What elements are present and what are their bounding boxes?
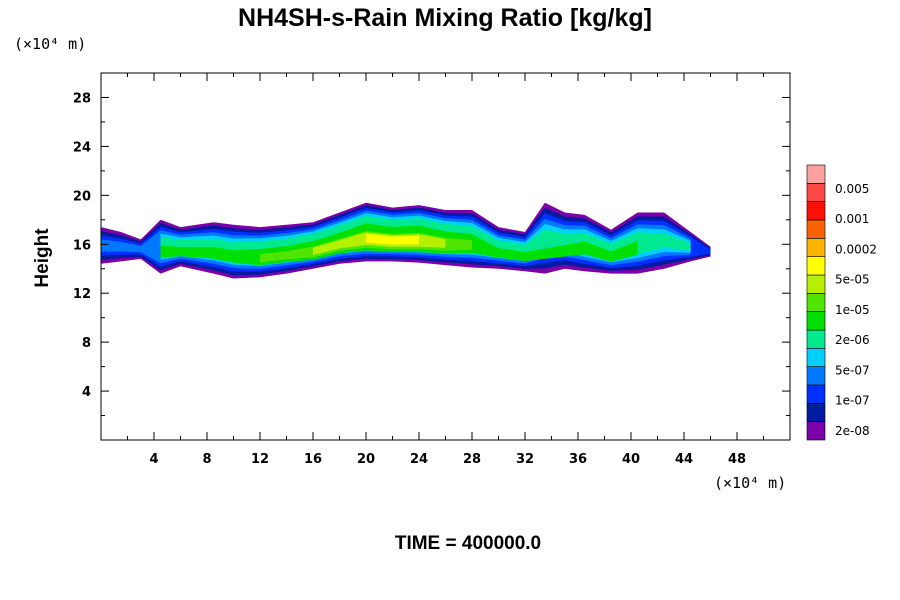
y-tick-label: 20: [73, 189, 91, 204]
x-tick-label: 4: [149, 452, 158, 467]
colorbar-swatch: [806, 164, 826, 184]
x-axis-unit: (×10⁴ m): [714, 474, 786, 492]
colorbar-label: 5e-07: [835, 363, 870, 377]
colorbar-swatch: [806, 384, 826, 404]
chart-title: NH4SH-s-Rain Mixing Ratio [kg/kg]: [238, 4, 652, 32]
colorbar-swatch: [806, 421, 826, 441]
time-label: TIME = 400000.0: [395, 533, 541, 554]
colorbar-swatch: [806, 403, 826, 422]
colorbar-label: 0.0002: [835, 242, 877, 256]
colorbar-swatch: [806, 311, 826, 331]
x-tick-label: 48: [728, 452, 746, 467]
x-tick-label: 28: [463, 452, 481, 467]
x-tick-label: 24: [410, 452, 428, 467]
plot-area: [100, 72, 791, 441]
colorbar-swatch: [806, 366, 826, 386]
colorbar-swatch: [806, 348, 826, 367]
y-tick-label: 8: [82, 336, 91, 351]
colorbar-label: 1e-05: [835, 303, 870, 317]
y-axis-unit: (×10⁴ m): [14, 35, 86, 53]
colorbar-swatch: [806, 256, 826, 276]
colorbar-swatch: [806, 201, 826, 221]
colorbar-swatch: [806, 219, 826, 239]
y-axis-label: Height: [32, 228, 53, 288]
x-tick-label: 40: [622, 452, 640, 467]
colorbar-swatch: [806, 274, 826, 294]
colorbar-swatch: [806, 293, 826, 312]
colorbar-label: 0.005: [835, 182, 869, 196]
colorbar-label: 2e-06: [835, 333, 870, 347]
contour-band-9-0: [366, 233, 419, 245]
x-tick-label: 44: [675, 452, 693, 467]
colorbar-label: 1e-07: [835, 394, 870, 408]
x-tick-label: 12: [251, 452, 269, 467]
colorbar: 2e-08 1e-07 5e-07 2e-06 1e-05 5e-05 0.0002 0.00…: [806, 164, 877, 441]
x-tick-label: 32: [516, 452, 534, 467]
colorbar-label: 2e-08: [835, 424, 870, 438]
x-tick-label: 16: [304, 452, 322, 467]
colorbar-label: 0.001: [835, 212, 869, 226]
y-tick-label: 28: [73, 91, 91, 106]
y-tick-label: 24: [73, 140, 91, 155]
x-tick-label: 20: [357, 452, 375, 467]
y-tick-label: 16: [73, 238, 91, 253]
y-tick-label: 4: [82, 385, 91, 400]
colorbar-swatch: [806, 183, 826, 202]
x-tick-label: 8: [202, 452, 211, 467]
colorbar-label: 5e-05: [835, 273, 870, 287]
colorbar-swatch: [806, 329, 826, 349]
y-tick-label: 12: [73, 287, 91, 302]
x-tick-label: 36: [569, 452, 587, 467]
colorbar-swatch: [806, 238, 826, 257]
